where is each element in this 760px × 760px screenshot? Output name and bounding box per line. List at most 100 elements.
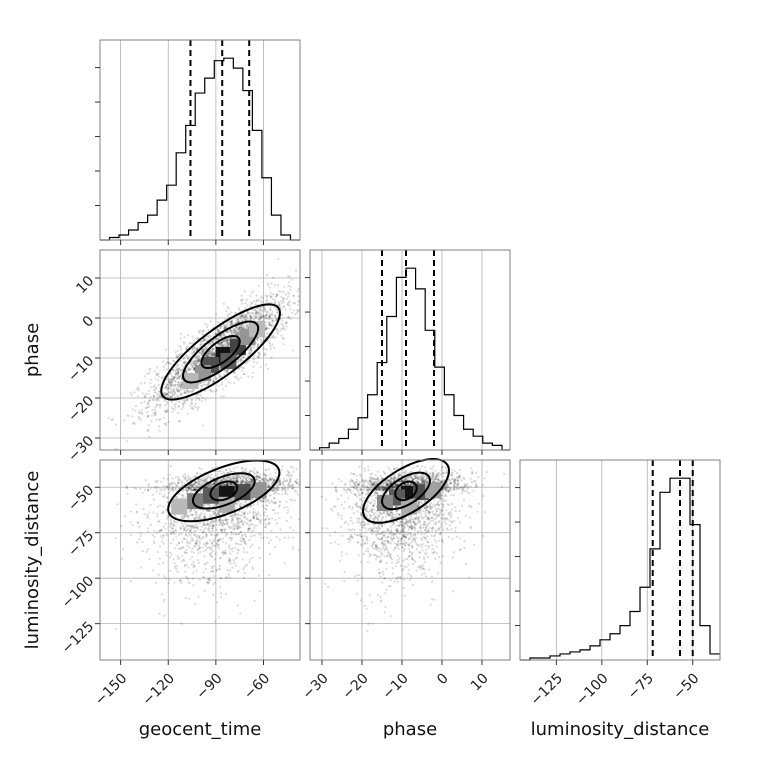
sample-point (256, 476, 259, 479)
sample-point (241, 467, 244, 470)
sample-point (133, 391, 136, 394)
sample-point (146, 428, 150, 432)
sample-point (192, 360, 195, 363)
sample-point (174, 476, 177, 479)
sample-point (155, 418, 158, 421)
sample-point (137, 388, 140, 392)
sample-point (267, 284, 270, 287)
sample-point (252, 529, 255, 532)
sample-point (213, 353, 216, 356)
sample-point (162, 477, 165, 480)
sample-point (170, 375, 173, 378)
sample-point (274, 316, 277, 319)
sample-point (172, 488, 175, 492)
sample-point (282, 337, 285, 340)
sample-point (246, 361, 249, 364)
sample-point (268, 518, 271, 521)
sample-point (267, 367, 270, 370)
sample-point (241, 302, 244, 305)
sample-point (191, 547, 194, 550)
sample-point (254, 311, 257, 314)
sample-point (158, 430, 161, 433)
sample-point (201, 537, 204, 540)
sample-point (255, 337, 258, 340)
sample-point (157, 397, 160, 400)
sample-point (228, 576, 231, 579)
sample-point (216, 329, 219, 333)
sample-point (193, 349, 196, 353)
sample-point (232, 525, 235, 528)
sample-point (152, 395, 155, 398)
sample-point (197, 355, 200, 358)
sample-point (190, 407, 193, 410)
sample-point (218, 564, 222, 568)
sample-point (248, 561, 251, 564)
sample-point (185, 398, 188, 401)
sample-point (210, 555, 213, 558)
sample-point (187, 355, 191, 358)
sample-point (269, 294, 272, 297)
sample-point (184, 391, 187, 394)
sample-point (244, 318, 247, 322)
sample-point (234, 321, 238, 325)
sample-point (228, 569, 232, 572)
sample-point (168, 482, 172, 485)
sample-point (180, 622, 183, 626)
sample-point (147, 424, 150, 427)
sample-point (170, 362, 173, 365)
sample-point (236, 552, 239, 555)
sample-point (252, 568, 255, 571)
sample-point (184, 525, 187, 529)
sample-point (267, 310, 270, 313)
sample-point (272, 323, 275, 327)
sample-point (249, 315, 252, 318)
sample-point (135, 510, 138, 513)
sample-point (165, 400, 168, 403)
sample-point (246, 318, 249, 321)
sample-point (183, 551, 187, 554)
sample-point (190, 531, 193, 534)
sample-point (141, 550, 144, 553)
sample-point (243, 542, 247, 545)
sample-point (203, 562, 206, 566)
sample-point (265, 314, 268, 317)
sample-point (254, 315, 257, 318)
sample-point (190, 563, 193, 566)
sample-point (165, 393, 168, 396)
sample-point (180, 522, 183, 525)
sample-point (239, 537, 242, 540)
sample-point (250, 291, 253, 294)
sample-point (200, 525, 204, 528)
sample-point (253, 319, 256, 322)
sample-point (282, 301, 285, 304)
sample-point (205, 478, 208, 481)
sample-point (163, 575, 166, 578)
sample-point (201, 546, 204, 549)
sample-point (178, 382, 181, 386)
sample-point (139, 534, 142, 538)
sample-point (242, 576, 245, 580)
sample-point (231, 331, 234, 335)
sample-point (155, 399, 158, 402)
sample-point (169, 522, 172, 525)
sample-point (256, 311, 259, 314)
sample-point (177, 390, 181, 393)
sample-point (176, 349, 179, 353)
sample-point (197, 360, 200, 363)
sample-point (209, 390, 212, 393)
sample-point (211, 347, 214, 350)
sample-point (195, 337, 198, 340)
sample-point (175, 485, 178, 488)
sample-point (283, 536, 286, 539)
sample-point (258, 352, 261, 355)
sample-point (122, 548, 125, 551)
sample-point (211, 341, 214, 344)
sample-point (196, 358, 200, 361)
sample-point (281, 297, 285, 300)
sample-point (211, 379, 214, 382)
sample-point (212, 352, 215, 355)
sample-point (180, 332, 183, 336)
sample-point (167, 491, 170, 495)
sample-point (254, 312, 257, 315)
sample-point (152, 511, 155, 514)
